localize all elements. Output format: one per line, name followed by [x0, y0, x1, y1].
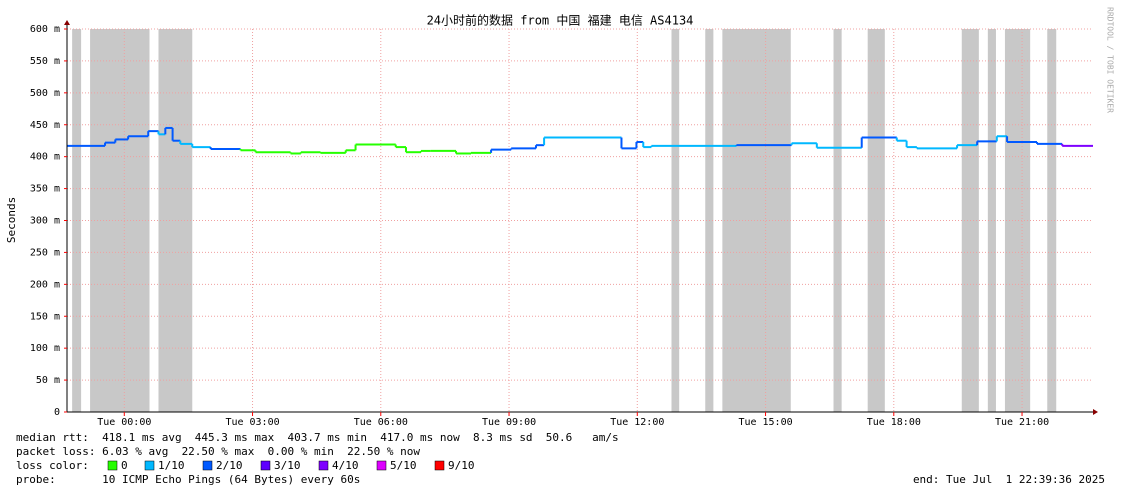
y-tick-label: 450 m — [30, 120, 60, 131]
x-tick-label: Tue 15:00 — [738, 417, 792, 428]
x-tick-label: Tue 03:00 — [225, 417, 279, 428]
y-axis-label: Seconds — [5, 197, 18, 243]
x-tick-label: Tue 18:00 — [867, 417, 921, 428]
legend-label: 1/10 — [158, 459, 185, 472]
legend-swatch — [434, 460, 445, 471]
legend-swatch — [202, 460, 213, 471]
legend-swatch — [107, 460, 118, 471]
loss-band — [867, 29, 885, 412]
legend-label: 4/10 — [332, 459, 359, 472]
rtt-stats: median rtt: 418.1 ms avg 445.3 ms max 40… — [16, 431, 619, 444]
legend-swatch — [318, 460, 329, 471]
y-tick-label: 0 — [54, 407, 60, 418]
y-tick-label: 250 m — [30, 247, 60, 258]
legend-label: loss color: — [16, 459, 89, 472]
y-tick-label: 50 m — [36, 375, 60, 386]
legend-label: 5/10 — [390, 459, 417, 472]
x-tick-label: Tue 12:00 — [610, 417, 664, 428]
watermark: RRDTOOL / TOBI OETIKER — [1106, 7, 1115, 113]
loss-band — [833, 29, 842, 412]
y-tick-label: 100 m — [30, 343, 60, 354]
loss-stats: packet loss: 6.03 % avg 22.50 % max 0.00… — [16, 445, 420, 458]
legend-swatch — [144, 460, 155, 471]
x-tick-label: Tue 00:00 — [97, 417, 151, 428]
y-tick-label: 350 m — [30, 184, 60, 195]
y-tick-label: 550 m — [30, 56, 60, 67]
probe-info: probe: 10 ICMP Echo Pings (64 Bytes) eve… — [16, 473, 360, 486]
y-tick-label: 200 m — [30, 279, 60, 290]
y-tick-label: 400 m — [30, 152, 60, 163]
loss-band — [722, 29, 791, 412]
y-tick-label: 300 m — [30, 216, 60, 227]
x-tick-label: Tue 21:00 — [995, 417, 1049, 428]
legend-label: 3/10 — [274, 459, 301, 472]
legend-swatch — [260, 460, 271, 471]
loss-band — [1004, 29, 1031, 412]
legend-swatch — [376, 460, 387, 471]
y-tick-label: 150 m — [30, 311, 60, 322]
loss-band — [90, 29, 150, 412]
y-arrow — [64, 20, 70, 25]
x-tick-label: Tue 09:00 — [482, 417, 536, 428]
x-arrow — [1093, 409, 1098, 415]
plot-area — [67, 28, 1093, 413]
y-tick-label: 500 m — [30, 88, 60, 99]
legend-label: 9/10 — [448, 459, 475, 472]
end-time: end: Tue Jul 1 22:39:36 2025 — [913, 473, 1105, 486]
legend-label: 0 — [121, 459, 128, 472]
y-tick-label: 600 m — [30, 24, 60, 35]
chart-title: 24小时前的数据 from 中国 福建 电信 AS4134 — [427, 13, 694, 28]
legend-label: 2/10 — [216, 459, 243, 472]
loss-band — [671, 29, 680, 412]
x-tick-label: Tue 06:00 — [354, 417, 408, 428]
